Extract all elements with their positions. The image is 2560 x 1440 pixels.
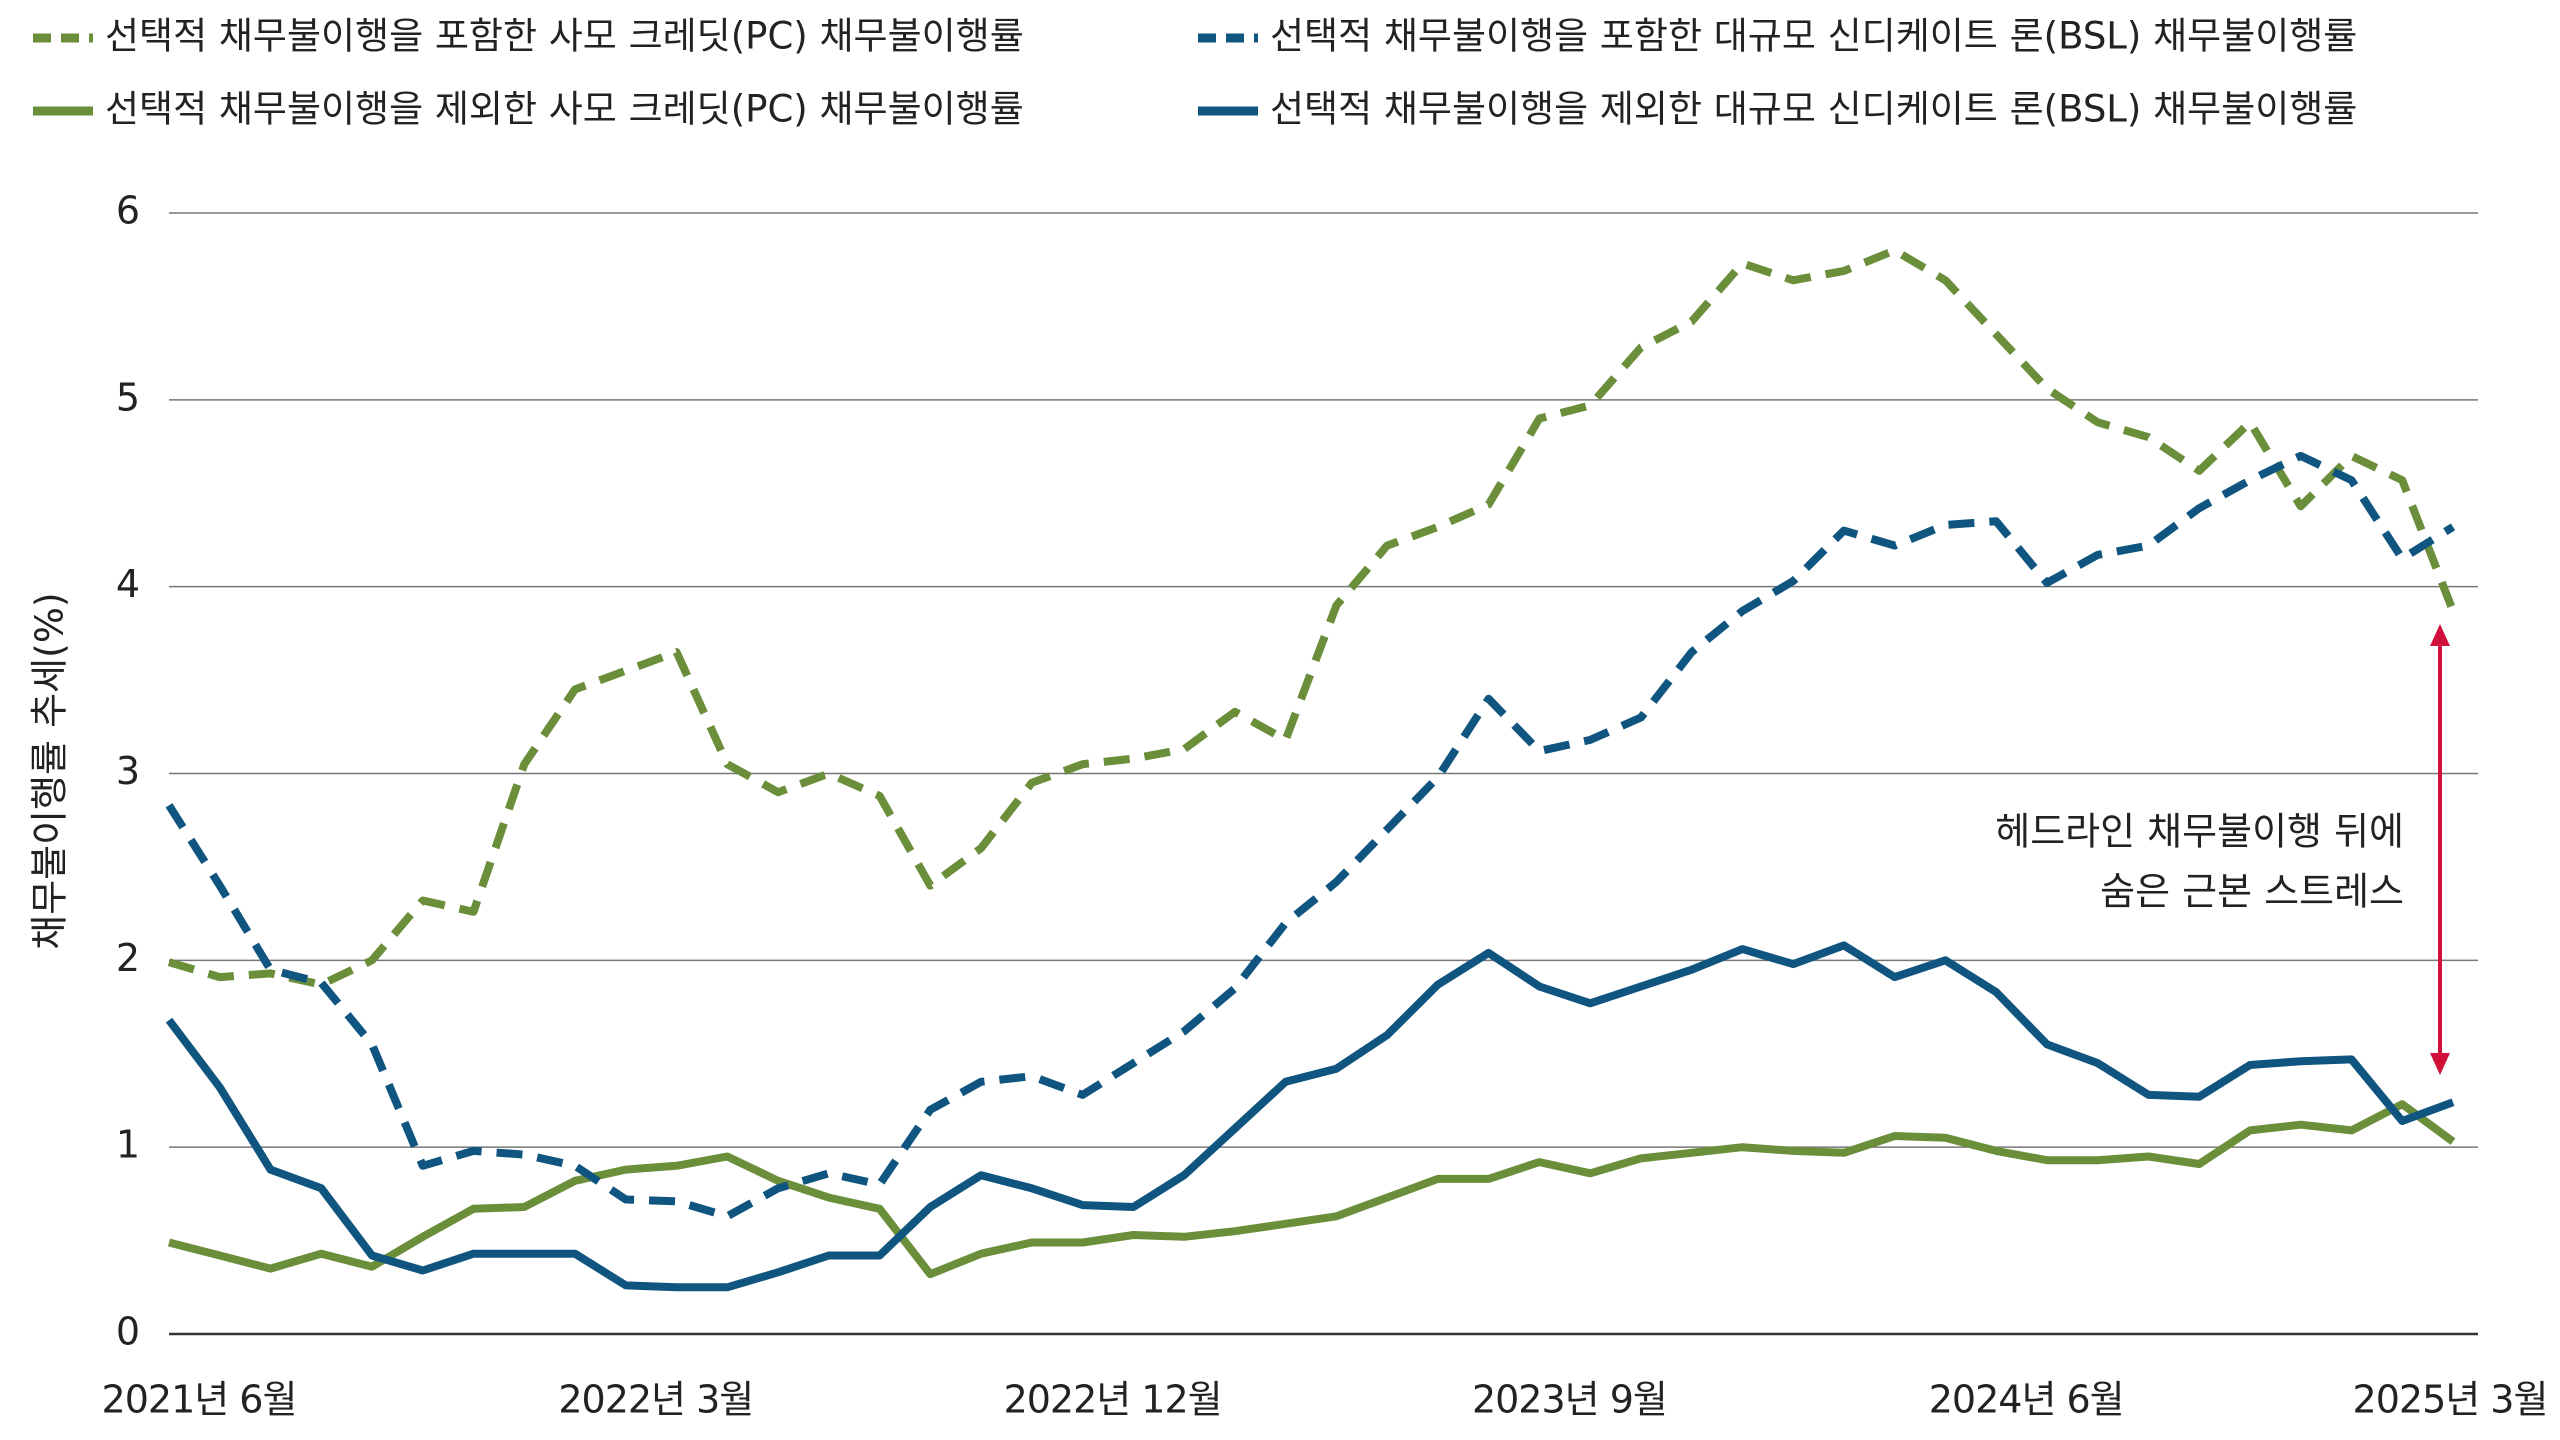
arrow-head: [2430, 1053, 2450, 1075]
y-tick-label: 2: [116, 936, 140, 980]
line-series: [165, 451, 2456, 1221]
y-tick-label: 3: [116, 749, 140, 793]
x-tick-label: 2022년 12월: [1004, 1378, 1222, 1422]
legend-label: 선택적 채무불이행을 제외한 사모 크레딧(PC) 채무불이행률: [105, 88, 1024, 131]
line-series: [168, 1100, 2456, 1279]
y-tick-label: 1: [116, 1123, 140, 1167]
arrow-head: [2430, 624, 2450, 646]
legend-label: 선택적 채무불이행을 포함한 사모 크레딧(PC) 채무불이행률: [105, 15, 1024, 58]
line-series: [165, 941, 2455, 1292]
y-tick-label: 4: [116, 562, 140, 606]
x-tick-label: 2021년 6월: [102, 1378, 297, 1422]
x-tick-label: 2025년 3월: [2353, 1378, 2548, 1422]
legend-label: 선택적 채무불이행을 포함한 대규모 신디케이트 론(BSL) 채무불이행률: [1270, 15, 2357, 58]
x-tick-label: 2024년 6월: [1929, 1378, 2124, 1422]
y-axis-label: 채무불이행률 추세(%): [28, 592, 72, 950]
legend-label: 선택적 채무불이행을 제외한 대규모 신디케이트 론(BSL) 채무불이행률: [1270, 88, 2357, 131]
annotation-text: 헤드라인 채무불이행 뒤에: [1995, 810, 2404, 854]
y-tick-label: 6: [116, 189, 140, 233]
y-tick-label: 5: [116, 375, 140, 419]
x-tick-label: 2022년 3월: [558, 1378, 753, 1422]
x-tick-label: 2023년 9월: [1472, 1378, 1667, 1422]
y-tick-label: 0: [116, 1310, 140, 1354]
line-series: [167, 246, 2457, 989]
annotation-text: 숨은 근본 스트레스: [2100, 870, 2404, 914]
